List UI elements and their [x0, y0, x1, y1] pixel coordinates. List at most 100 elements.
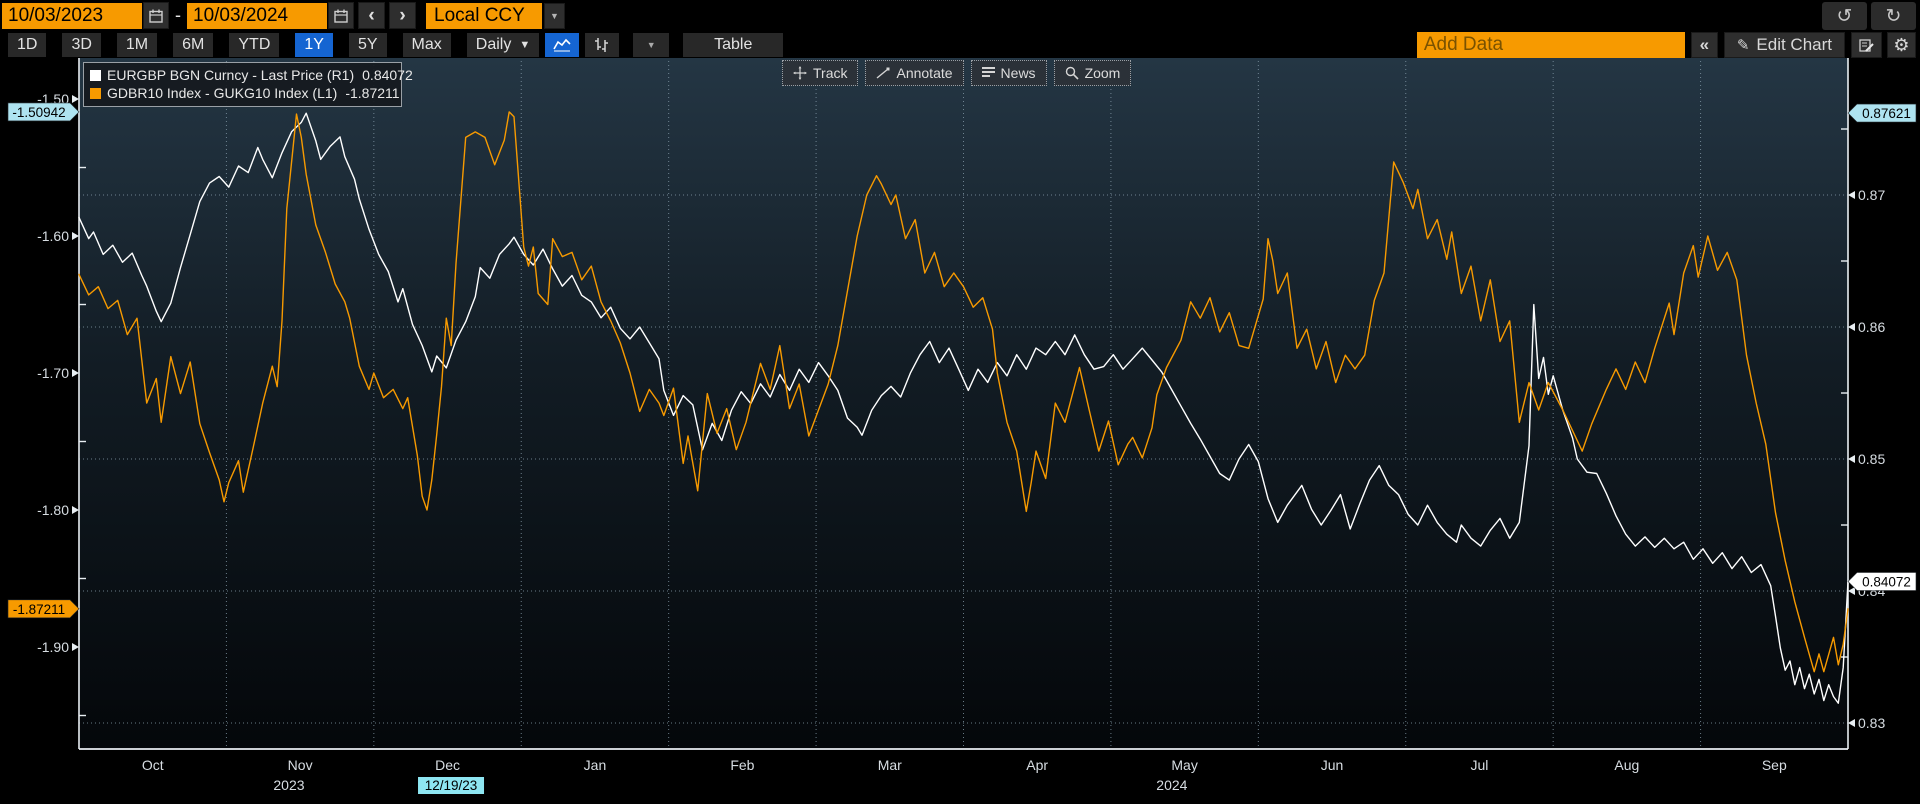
- range-button-1d[interactable]: 1D: [8, 32, 47, 57]
- range-button-6m[interactable]: 6M: [173, 32, 214, 57]
- axis-marker-0.84072: [1847, 572, 1917, 591]
- track-label: Track: [813, 65, 848, 81]
- month-label-oct: Oct: [142, 757, 164, 773]
- news-label: News: [1000, 65, 1036, 81]
- edit-chart-label: Edit Chart: [1756, 35, 1832, 54]
- add-data-input[interactable]: [1416, 32, 1685, 58]
- month-label-dec: Dec: [435, 757, 460, 773]
- range-button-1m[interactable]: 1M: [116, 32, 158, 57]
- range-button-max[interactable]: Max: [402, 32, 451, 57]
- annotate-icon: [877, 67, 890, 79]
- legend-row-eurgbp: EURGBP BGN Curncy - Last Price (R1) 0.84…: [90, 66, 413, 84]
- month-label-feb: Feb: [730, 757, 754, 773]
- month-label-may: May: [1171, 757, 1197, 773]
- next-period-button[interactable]: ›: [389, 2, 416, 29]
- chart-legend: EURGBP BGN Curncy - Last Price (R1) 0.84…: [83, 62, 413, 107]
- left-axis-tick-label: -1.80: [37, 502, 69, 518]
- annotate-label: Annotate: [896, 65, 953, 81]
- axis-marker-0.87621: [1847, 103, 1917, 123]
- left-axis-tick-label: -1.70: [37, 365, 69, 381]
- legend-value: 0.84072: [362, 67, 413, 83]
- start-date-field[interactable]: [2, 2, 142, 29]
- right-tick-arrow: [1848, 719, 1855, 728]
- zoom-icon: [1065, 66, 1079, 80]
- month-label-nov: Nov: [288, 757, 313, 773]
- gdbr10-swatch: [90, 87, 101, 99]
- pencil-icon: ✎: [1736, 37, 1750, 54]
- settings-button[interactable]: ⚙: [1887, 32, 1916, 58]
- range-button-1y[interactable]: 1Y: [295, 32, 333, 57]
- legend-label: EURGBP BGN Curncy - Last Price (R1): [107, 67, 355, 83]
- range-button-3d[interactable]: 3D: [62, 32, 101, 57]
- start-date-calendar-button[interactable]: [143, 2, 169, 29]
- toolbar-row-dates: - ‹ › Local CCY ▼ ↺ ↻: [0, 0, 1920, 31]
- end-date-calendar-button[interactable]: [328, 2, 354, 29]
- left-axis-tick-label: -1.90: [37, 639, 69, 655]
- eurgbp-swatch: [90, 69, 101, 81]
- right-tick-arrow: [1848, 323, 1855, 332]
- news-icon: [981, 67, 995, 77]
- year-label-2023: 2023: [273, 777, 304, 793]
- bar-chart-type-button[interactable]: [585, 32, 620, 57]
- track-button[interactable]: Track: [782, 60, 859, 86]
- frequency-label: Daily: [475, 35, 512, 53]
- date-range-separator: -: [175, 5, 181, 25]
- undo-button[interactable]: ↺: [1822, 2, 1867, 30]
- calendar-icon: [149, 9, 163, 23]
- right-axis-tick-label: 0.87: [1858, 187, 1885, 203]
- right-tick-arrow: [1848, 191, 1855, 200]
- redo-button[interactable]: ↻: [1871, 2, 1916, 30]
- range-button-group: 1D 3D 1M 6M YTD 1Y 5Y Max: [0, 32, 451, 57]
- month-label-jun: Jun: [1321, 757, 1344, 773]
- toolbar-row-ranges: 1D 3D 1M 6M YTD 1Y 5Y Max Daily ▼ ▼ Table: [0, 31, 1920, 58]
- note-edit-icon: [1859, 38, 1874, 52]
- right-tick-arrow: [1848, 455, 1855, 464]
- right-axis-tick-label: 0.86: [1858, 319, 1885, 335]
- chart-options-dropdown[interactable]: ▼: [633, 32, 670, 57]
- left-axis-tick-label: -1.60: [37, 228, 69, 244]
- legend-row-gdbr10: GDBR10 Index - GUKG10 Index (L1) -1.8721…: [90, 84, 400, 102]
- previous-period-button[interactable]: ‹: [358, 2, 385, 29]
- axis-marker-label: -1.50942: [12, 105, 65, 120]
- annotate-button[interactable]: Annotate: [865, 60, 964, 86]
- left-tick-arrow: [72, 506, 79, 515]
- axis-marker--1.50942: [7, 102, 80, 122]
- gear-icon: ⚙: [1893, 34, 1910, 55]
- year-label-2024: 2024: [1156, 777, 1187, 793]
- left-tick-arrow: [72, 369, 79, 378]
- chevron-down-icon: ▼: [519, 38, 531, 51]
- edit-chart-button[interactable]: ✎ Edit Chart: [1723, 32, 1845, 58]
- currency-dropdown-button[interactable]: ▼: [544, 2, 565, 29]
- ohlc-bars-icon: [595, 37, 609, 52]
- legend-label: GDBR10 Index - GUKG10 Index (L1): [107, 85, 338, 101]
- left-tick-arrow: [72, 232, 79, 241]
- chart-overlay-toolbar: Track Annotate News Zoom: [782, 60, 1132, 86]
- table-button[interactable]: Table: [683, 32, 784, 57]
- axis-marker-label: -1.87211: [13, 602, 65, 617]
- right-tick-arrow: [1848, 587, 1855, 596]
- toolbar-right-group: « ✎ Edit Chart ⚙: [1416, 32, 1916, 58]
- calendar-icon: [334, 9, 348, 23]
- series-line-eurgbp: [78, 112, 1849, 704]
- zoom-button[interactable]: Zoom: [1053, 60, 1132, 86]
- currency-select[interactable]: Local CCY: [426, 2, 542, 29]
- line-chart-type-button[interactable]: [545, 32, 580, 57]
- tracked-date-label: 12/19/23: [425, 778, 478, 793]
- collapse-panel-button[interactable]: «: [1690, 32, 1718, 58]
- frequency-dropdown[interactable]: Daily ▼: [466, 32, 540, 57]
- month-label-jul: Jul: [1471, 757, 1489, 773]
- left-tick-arrow: [72, 643, 79, 652]
- month-label-jan: Jan: [584, 757, 607, 773]
- news-button[interactable]: News: [970, 60, 1047, 86]
- month-label-sep: Sep: [1762, 757, 1787, 773]
- range-button-ytd[interactable]: YTD: [229, 32, 280, 57]
- tracked-date-tag: [418, 777, 485, 794]
- chart-annotation-settings-button[interactable]: [1851, 32, 1882, 58]
- track-icon: [793, 66, 807, 80]
- series-line-gdbr10-gukg10: [78, 111, 1849, 673]
- range-button-5y[interactable]: 5Y: [348, 32, 387, 57]
- line-chart-icon: [553, 38, 571, 52]
- end-date-field[interactable]: [187, 2, 327, 29]
